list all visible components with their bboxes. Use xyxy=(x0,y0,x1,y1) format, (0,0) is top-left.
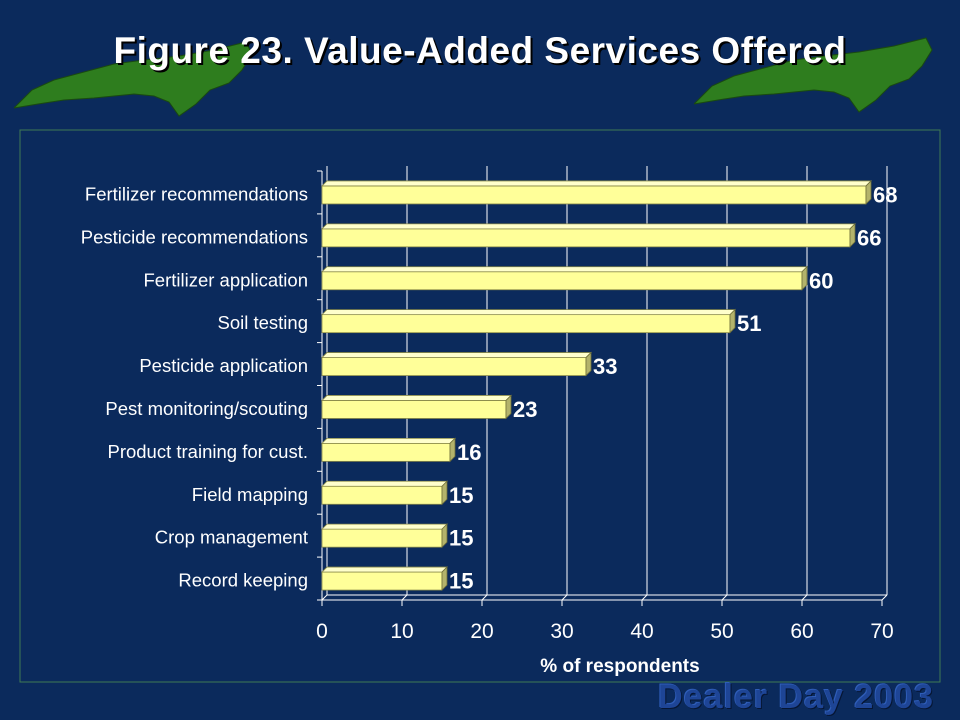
bar-side xyxy=(865,179,872,205)
bar-top xyxy=(321,523,448,530)
bar-face xyxy=(321,271,803,291)
bar-side xyxy=(585,351,592,377)
category-label: Fertilizer recommendations xyxy=(85,183,308,204)
floor-line-70 xyxy=(881,594,888,601)
bar-top xyxy=(321,309,736,316)
bar-face xyxy=(321,185,867,205)
bar-face xyxy=(321,442,451,462)
bar-face xyxy=(321,314,731,334)
slide-title: Figure 23. Value-Added Services Offered xyxy=(113,30,847,71)
bar xyxy=(321,480,448,506)
category-label: Soil testing xyxy=(218,312,309,333)
category-label: Pesticide recommendations xyxy=(81,226,308,247)
value-label: 68 xyxy=(873,182,897,207)
category-label: Pesticide application xyxy=(139,355,308,376)
value-label: 33 xyxy=(593,354,617,379)
value-label: 16 xyxy=(457,440,481,465)
x-tick-label: 60 xyxy=(790,620,813,643)
x-tick-label: 10 xyxy=(390,620,413,643)
value-labels: 68 66 60 51 33 23 16 15 15 15 xyxy=(449,182,897,593)
state-map-right-icon xyxy=(694,37,933,113)
value-label: 15 xyxy=(449,569,473,594)
bar-face xyxy=(321,528,443,548)
category-label: Crop management xyxy=(155,527,308,548)
bar-face xyxy=(321,571,443,591)
x-tick-labels: 0 10 20 30 40 50 60 70 xyxy=(316,620,894,643)
value-label: 66 xyxy=(857,225,881,250)
x-tick-label: 0 xyxy=(316,620,328,643)
x-axis-title: % of respondents xyxy=(540,656,699,677)
bar-face xyxy=(321,228,851,248)
bar-side xyxy=(449,437,456,463)
floor-line-60 xyxy=(801,594,808,601)
bar-face xyxy=(321,357,587,376)
bars xyxy=(321,179,872,592)
bar-top xyxy=(321,223,856,230)
category-label: Record keeping xyxy=(178,570,308,591)
bar-side xyxy=(441,566,448,592)
x-tick-label: 20 xyxy=(470,620,493,643)
floor-line-20 xyxy=(481,594,488,601)
value-label: 51 xyxy=(737,311,761,336)
bar-top xyxy=(321,352,592,358)
value-label: 60 xyxy=(809,268,833,293)
floor-line-0 xyxy=(321,594,328,601)
bar-side xyxy=(849,222,856,248)
bar xyxy=(321,222,856,248)
x-tick-label: 40 xyxy=(630,620,653,643)
value-label: 15 xyxy=(449,526,473,551)
bar-face xyxy=(321,400,507,419)
bar xyxy=(321,566,448,592)
category-label: Product training for cust. xyxy=(107,441,308,462)
state-map-left-icon xyxy=(14,41,253,117)
bar-side xyxy=(441,523,448,549)
bar-side xyxy=(505,394,512,420)
category-label: Field mapping xyxy=(192,484,308,505)
bar-side xyxy=(441,480,448,506)
bar-top xyxy=(321,180,872,187)
bar xyxy=(321,523,448,549)
value-label: 23 xyxy=(513,397,537,422)
bar xyxy=(321,437,456,463)
bar-top xyxy=(321,566,448,573)
floor-line-10 xyxy=(401,594,408,601)
bar-top xyxy=(321,480,448,487)
bar-top xyxy=(321,266,808,273)
bar xyxy=(321,308,736,334)
bar-face xyxy=(321,485,443,505)
floor-line-50 xyxy=(721,594,728,601)
bar xyxy=(321,179,872,205)
bar-top xyxy=(321,437,456,444)
bar-top xyxy=(321,395,512,401)
x-tick-label: 50 xyxy=(710,620,733,643)
bar-side xyxy=(729,308,736,334)
bar xyxy=(321,265,808,291)
footer-brand: Dealer Day 2003 xyxy=(658,678,934,716)
x-tick-label: 30 xyxy=(550,620,573,643)
x-tick-label: 70 xyxy=(870,620,893,643)
floor-line-40 xyxy=(641,594,648,601)
value-label: 15 xyxy=(449,483,473,508)
floor-line-30 xyxy=(561,594,568,601)
category-label: Fertilizer application xyxy=(143,269,308,290)
bar-side xyxy=(801,265,808,291)
bar xyxy=(321,394,512,420)
category-label: Pest monitoring/scouting xyxy=(105,398,308,419)
category-labels: Fertilizer recommendations Pesticide reco… xyxy=(81,183,308,590)
bar xyxy=(321,351,592,377)
